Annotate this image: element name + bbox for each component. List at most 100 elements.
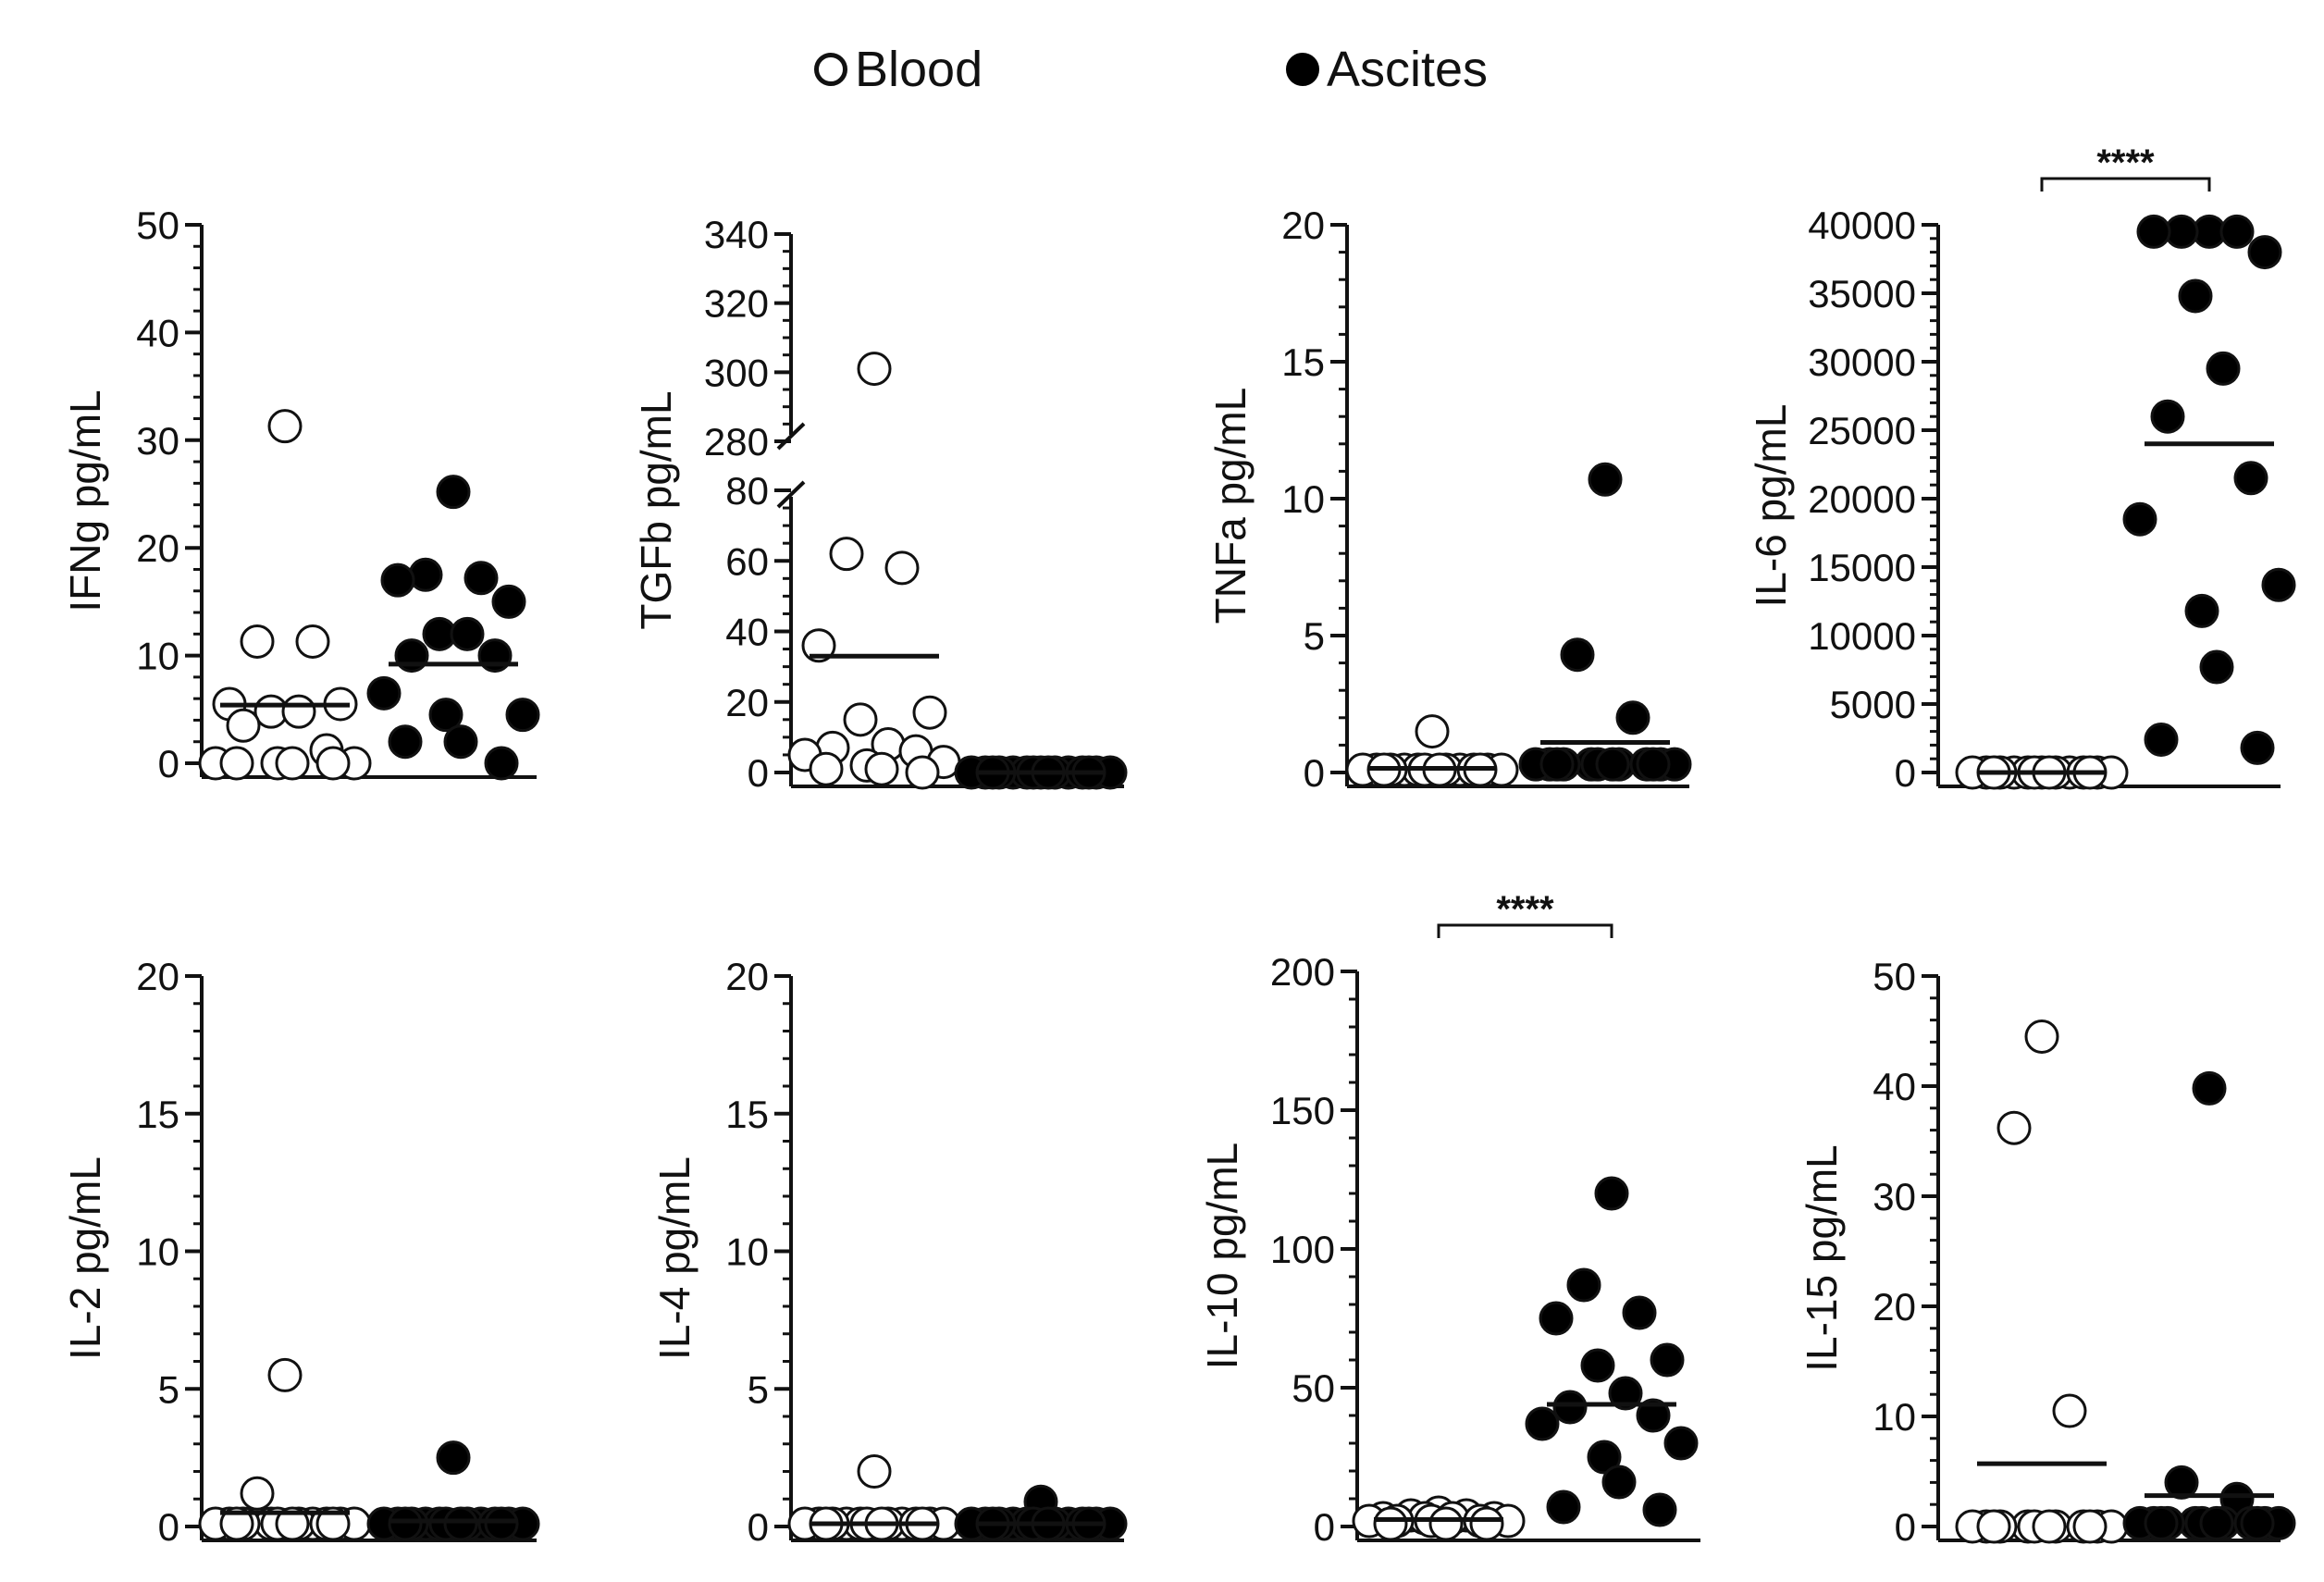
panel-2-tick-label: 20 — [725, 681, 769, 724]
legend-blood: Blood — [814, 37, 983, 102]
panel-7-ascites-point — [1663, 1426, 1699, 1461]
panel-5-tick-label: 0 — [158, 1505, 179, 1549]
panel-1-tick-label: 10 — [136, 635, 179, 678]
panel-4-ascites-point — [2178, 278, 2213, 314]
panel-4-tick-label: 35000 — [1808, 272, 1916, 315]
panel-8-tick-label: 30 — [1873, 1175, 1916, 1218]
panel-5-tick-label: 15 — [136, 1093, 179, 1136]
panel-5-tick-label: 20 — [136, 955, 179, 998]
panel-4-tick-label: 15000 — [1808, 546, 1916, 589]
panel-6-tick-label: 5 — [748, 1367, 769, 1411]
panel-8-ascites-point — [2164, 1465, 2199, 1500]
panel-1-ascites-point — [436, 475, 471, 510]
panel-5-ascites-point — [443, 1506, 478, 1541]
panel-3-y-axis-label: TNFa pg/mL — [1206, 388, 1255, 624]
panel-1-tick-label: 20 — [136, 526, 179, 570]
panel-1-ascites-point — [464, 561, 499, 596]
panel-2-blood-point — [843, 702, 878, 737]
panel-2-blood-point — [905, 755, 940, 790]
panel-1-ascites-point — [505, 698, 540, 733]
panel-4-ascites-point — [2247, 235, 2282, 270]
panel-7-ascites-point — [1650, 1342, 1685, 1378]
panel-6-blood-point — [857, 1454, 892, 1489]
panel-4-ascites-point — [2261, 567, 2296, 602]
panel-2-tick-label: 280 — [704, 420, 769, 463]
panel-4-ascites-point — [2150, 399, 2185, 434]
panel-8-tick-label: 40 — [1873, 1065, 1916, 1108]
panel-6-tick-label: 20 — [725, 955, 769, 998]
panel-1-ascites-point — [443, 724, 478, 760]
panel-4-ascites-point — [2122, 501, 2157, 537]
panel-1-ascites-point — [408, 557, 443, 592]
panel-1-y-axis-label: IFNg pg/mL — [61, 389, 109, 612]
panel-7-ascites-point — [1622, 1295, 1657, 1330]
panel-5-blood-point — [219, 1506, 254, 1541]
panel-4-y-axis-label: IL-6 pg/mL — [1747, 404, 1795, 608]
panel-1-ascites-point — [484, 746, 519, 781]
panel-4-significance-bracket — [2040, 177, 2211, 192]
panel-7-ascites-point — [1580, 1348, 1615, 1383]
panel-8-blood-point — [1976, 1509, 2011, 1544]
panel-1-blood-point — [295, 624, 330, 659]
panel-7-ascites-point — [1608, 1376, 1643, 1411]
panel-1-tick-label: 30 — [136, 419, 179, 463]
panel-7-ascites-point — [1525, 1406, 1560, 1441]
panel-2-blood-point — [829, 537, 864, 572]
panel-8-y-axis-label: IL-15 pg/mL — [1798, 1144, 1846, 1371]
panel-1-ascites-point — [394, 638, 429, 674]
panel-7-blood-point — [1428, 1506, 1464, 1541]
panel-7-tick-label: 200 — [1270, 950, 1335, 994]
panel-4-ascites-point — [2219, 214, 2255, 249]
panel-2-tick-label: 300 — [704, 351, 769, 394]
panel-3-ascites-point — [1636, 747, 1671, 782]
panel-5-ascites-point — [388, 1506, 423, 1541]
panel-1-tick-label: 0 — [158, 742, 179, 785]
panel-8-tick-label: 10 — [1873, 1395, 1916, 1439]
panel-5-y-axis-label: IL-2 pg/mL — [61, 1156, 109, 1360]
panel-4-tick-label: 5000 — [1830, 683, 1916, 726]
panel-8-blood-point — [1996, 1110, 2032, 1145]
panel-2-tick-label: 0 — [748, 751, 769, 795]
panel-2-axis-break-upper — [776, 422, 806, 451]
panel-1-ascites-point — [450, 616, 485, 651]
panel-2-tick-label: 60 — [725, 539, 769, 583]
panel-3-tick-label: 0 — [1304, 751, 1325, 795]
panel-8-tick-label: 20 — [1873, 1285, 1916, 1329]
panel-7-ascites-point — [1636, 1398, 1671, 1433]
panel-3-tick-label: 10 — [1281, 477, 1325, 521]
panel-8-tick-label: 0 — [1895, 1505, 1916, 1549]
panel-2-tick-label: 80 — [725, 469, 769, 513]
panel-8-ascites-point — [2240, 1505, 2275, 1540]
panel-4-tick-label: 30000 — [1808, 340, 1916, 384]
panel-1-blood-point — [240, 624, 275, 659]
panel-5-blood-point — [267, 1357, 303, 1392]
panel-3-tick-label: 20 — [1281, 204, 1325, 247]
panel-1-ascites-point — [491, 584, 526, 619]
panel-7-ascites-point — [1642, 1492, 1677, 1527]
panel-1-blood-point — [219, 746, 254, 781]
panel-8-blood-point — [2052, 1393, 2087, 1428]
panel-1-ascites-point — [428, 698, 464, 733]
panel-1-blood-point — [226, 708, 261, 743]
panel-4-tick-label: 25000 — [1808, 409, 1916, 452]
panel-2-blood-point — [912, 695, 947, 730]
panel-4-significance-label: **** — [2096, 142, 2155, 183]
panel-7-ascites-point — [1566, 1267, 1601, 1303]
panel-4-ascites-point — [2240, 730, 2275, 765]
panel-8-ascites-point — [2144, 1505, 2179, 1540]
panel-7-significance-bracket — [1437, 923, 1613, 938]
panel-4-ascites-point — [2136, 214, 2171, 249]
panel-3-ascites-point — [1539, 747, 1575, 782]
panel-7-y-axis-label: IL-10 pg/mL — [1198, 1143, 1246, 1369]
panel-4-tick-label: 20000 — [1808, 477, 1916, 521]
panel-7-tick-label: 100 — [1270, 1228, 1335, 1271]
panel-2-blood-point — [801, 628, 836, 663]
panel-7-ascites-point — [1601, 1465, 1637, 1500]
panel-4-tick-label: 0 — [1895, 751, 1916, 795]
open-circle-icon — [814, 53, 847, 86]
panel-4-tick-label: 10000 — [1808, 614, 1916, 658]
panel-7-ascites-point — [1552, 1390, 1588, 1425]
panel-5-blood-point — [240, 1476, 275, 1511]
